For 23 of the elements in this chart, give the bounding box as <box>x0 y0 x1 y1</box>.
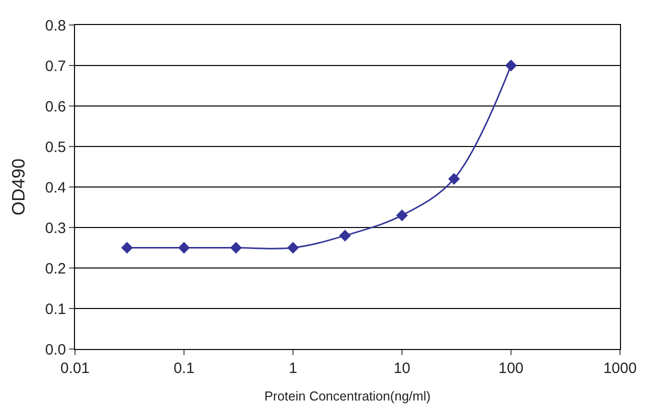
x-tick-label: 1 <box>288 360 298 377</box>
y-tick-label: 0.6 <box>45 98 66 116</box>
point <box>230 242 242 254</box>
x-tick-label: 10 <box>394 360 410 377</box>
x-tick-label: 100 <box>498 360 524 377</box>
point <box>287 242 299 254</box>
x-tick-label: 1000 <box>603 360 637 377</box>
point <box>396 210 408 222</box>
point <box>339 230 351 242</box>
y-tick-label: 0.4 <box>45 179 66 196</box>
point <box>505 60 517 72</box>
x-tick-label: 0.01 <box>60 360 90 377</box>
point <box>121 242 133 254</box>
y-tick-label: 0.7 <box>45 58 66 75</box>
y-tick-label: 0.3 <box>45 220 66 237</box>
y-tick-label: 0.5 <box>45 138 66 156</box>
y-axis-title: OD490 <box>8 158 28 216</box>
x-tick-label: 0.1 <box>174 360 194 377</box>
y-tick-label: 0.2 <box>45 260 66 278</box>
y-tick-label: 0.1 <box>45 300 66 318</box>
y-tick-label: 0.8 <box>45 17 66 34</box>
x-axis-title: Protein Concentration(ng/ml) <box>264 388 431 404</box>
y-tick-label: 0.0 <box>45 341 66 358</box>
